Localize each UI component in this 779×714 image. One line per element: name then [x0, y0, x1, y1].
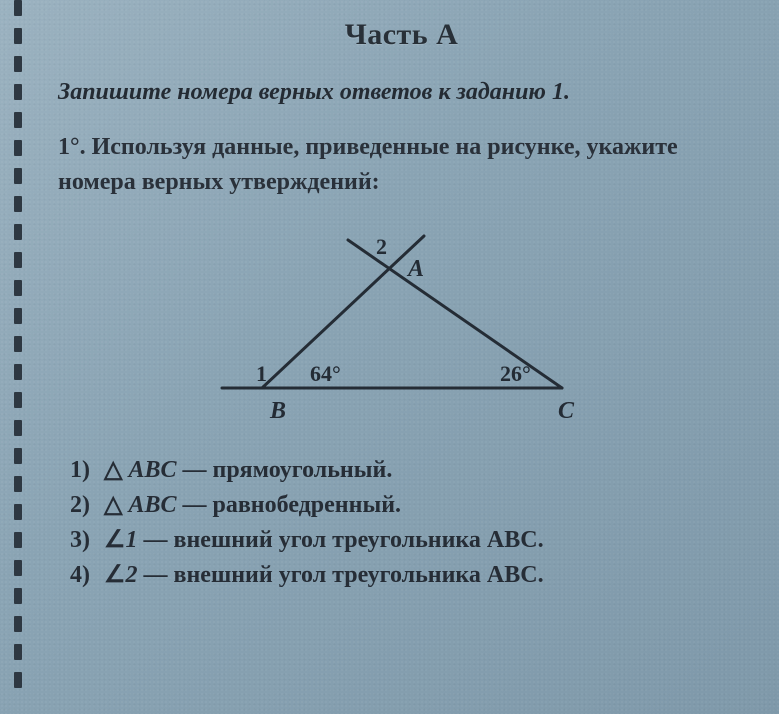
- task-body: Используя данные, приведенные на рисунке…: [58, 134, 678, 195]
- label-angle-b: 64°: [310, 361, 341, 386]
- binding-dash: [14, 392, 22, 408]
- option-row: 3)∠1 — внешний угол треугольника ABC.: [70, 525, 751, 554]
- binding-dash: [14, 560, 22, 576]
- label-angle-2: 2: [376, 234, 387, 259]
- binding-dash: [14, 336, 22, 352]
- binding-dash: [14, 28, 22, 44]
- option-text: — внешний угол треугольника ABC.: [138, 527, 544, 553]
- page-root: Часть А Запишите номера верных ответов к…: [0, 0, 779, 714]
- option-symbol: 1: [126, 527, 138, 553]
- option-text: — равнобедренный.: [177, 492, 402, 518]
- binding-dash: [14, 140, 22, 156]
- figure-container: 64° 26° 1 2 A B C: [52, 218, 751, 433]
- binding-dash: [14, 196, 22, 212]
- binding-dash: [14, 0, 22, 16]
- label-angle-c: 26°: [500, 361, 531, 386]
- task-text: 1°. Используя данные, приведенные на рис…: [58, 130, 745, 200]
- angle-symbol: ∠: [104, 562, 126, 588]
- binding-dash: [14, 224, 22, 240]
- binding-dash: [14, 168, 22, 184]
- binding-dash: [14, 644, 22, 660]
- option-row: 4)∠2 — внешний угол треугольника ABC.: [70, 560, 751, 589]
- vertex-c: C: [558, 398, 575, 424]
- option-row: 2)△ ABC — равнобедренный.: [70, 490, 751, 519]
- option-text: — прямоугольный.: [177, 457, 393, 483]
- binding-dash: [14, 112, 22, 128]
- binding-dash: [14, 588, 22, 604]
- option-symbol: 2: [126, 562, 138, 588]
- binding-dash: [14, 616, 22, 632]
- triangle-diagram: 64° 26° 1 2 A B C: [202, 218, 602, 433]
- option-text: — внешний угол треугольника ABC.: [138, 562, 544, 588]
- option-symbol: ABC: [128, 457, 176, 483]
- option-number: 2): [70, 492, 104, 519]
- angle-symbol: ∠: [104, 527, 126, 553]
- triangle-symbol: △: [104, 492, 128, 518]
- binding-dash: [14, 476, 22, 492]
- content-area: Часть А Запишите номера верных ответов к…: [52, 18, 751, 702]
- part-title: Часть А: [52, 18, 751, 52]
- binding-dash: [14, 84, 22, 100]
- option-number: 4): [70, 562, 104, 589]
- option-number: 1): [70, 457, 104, 484]
- task-number: 1°.: [58, 134, 86, 160]
- triangle-symbol: △: [104, 457, 128, 483]
- binding-dash: [14, 532, 22, 548]
- binding-dash: [14, 280, 22, 296]
- instruction-text: Запишите номера верных ответов к заданию…: [58, 76, 745, 108]
- binding-dash: [14, 672, 22, 688]
- vertex-a: A: [406, 256, 424, 282]
- option-row: 1)△ ABC — прямоугольный.: [70, 455, 751, 484]
- binding-perforation: [14, 0, 22, 714]
- binding-dash: [14, 56, 22, 72]
- binding-dash: [14, 448, 22, 464]
- binding-dash: [14, 252, 22, 268]
- options-list: 1)△ ABC — прямоугольный. 2)△ ABC — равноб…: [70, 455, 751, 589]
- option-number: 3): [70, 527, 104, 554]
- vertex-b: B: [269, 398, 286, 424]
- binding-dash: [14, 308, 22, 324]
- label-angle-1: 1: [256, 361, 267, 386]
- option-symbol: ABC: [128, 492, 176, 518]
- binding-dash: [14, 364, 22, 380]
- binding-dash: [14, 420, 22, 436]
- line-ba: [262, 236, 424, 388]
- binding-dash: [14, 504, 22, 520]
